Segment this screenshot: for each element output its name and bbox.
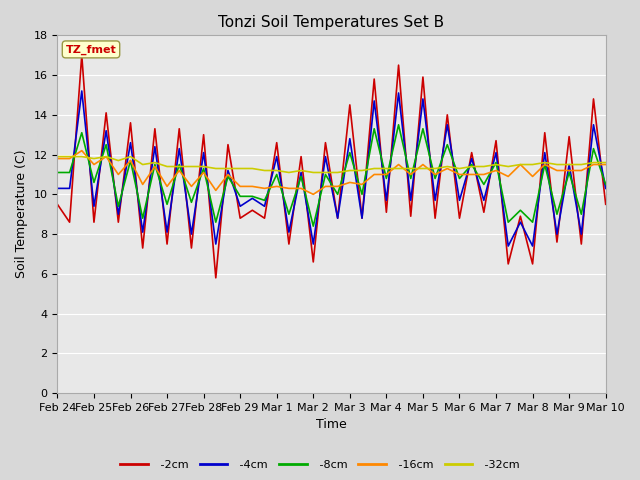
Y-axis label: Soil Temperature (C): Soil Temperature (C) [15,150,28,278]
Legend:  -2cm,  -4cm,  -8cm,  -16cm,  -32cm: -2cm, -4cm, -8cm, -16cm, -32cm [116,456,524,474]
Title: Tonzi Soil Temperatures Set B: Tonzi Soil Temperatures Set B [218,15,445,30]
Text: TZ_fmet: TZ_fmet [66,44,116,55]
X-axis label: Time: Time [316,419,347,432]
